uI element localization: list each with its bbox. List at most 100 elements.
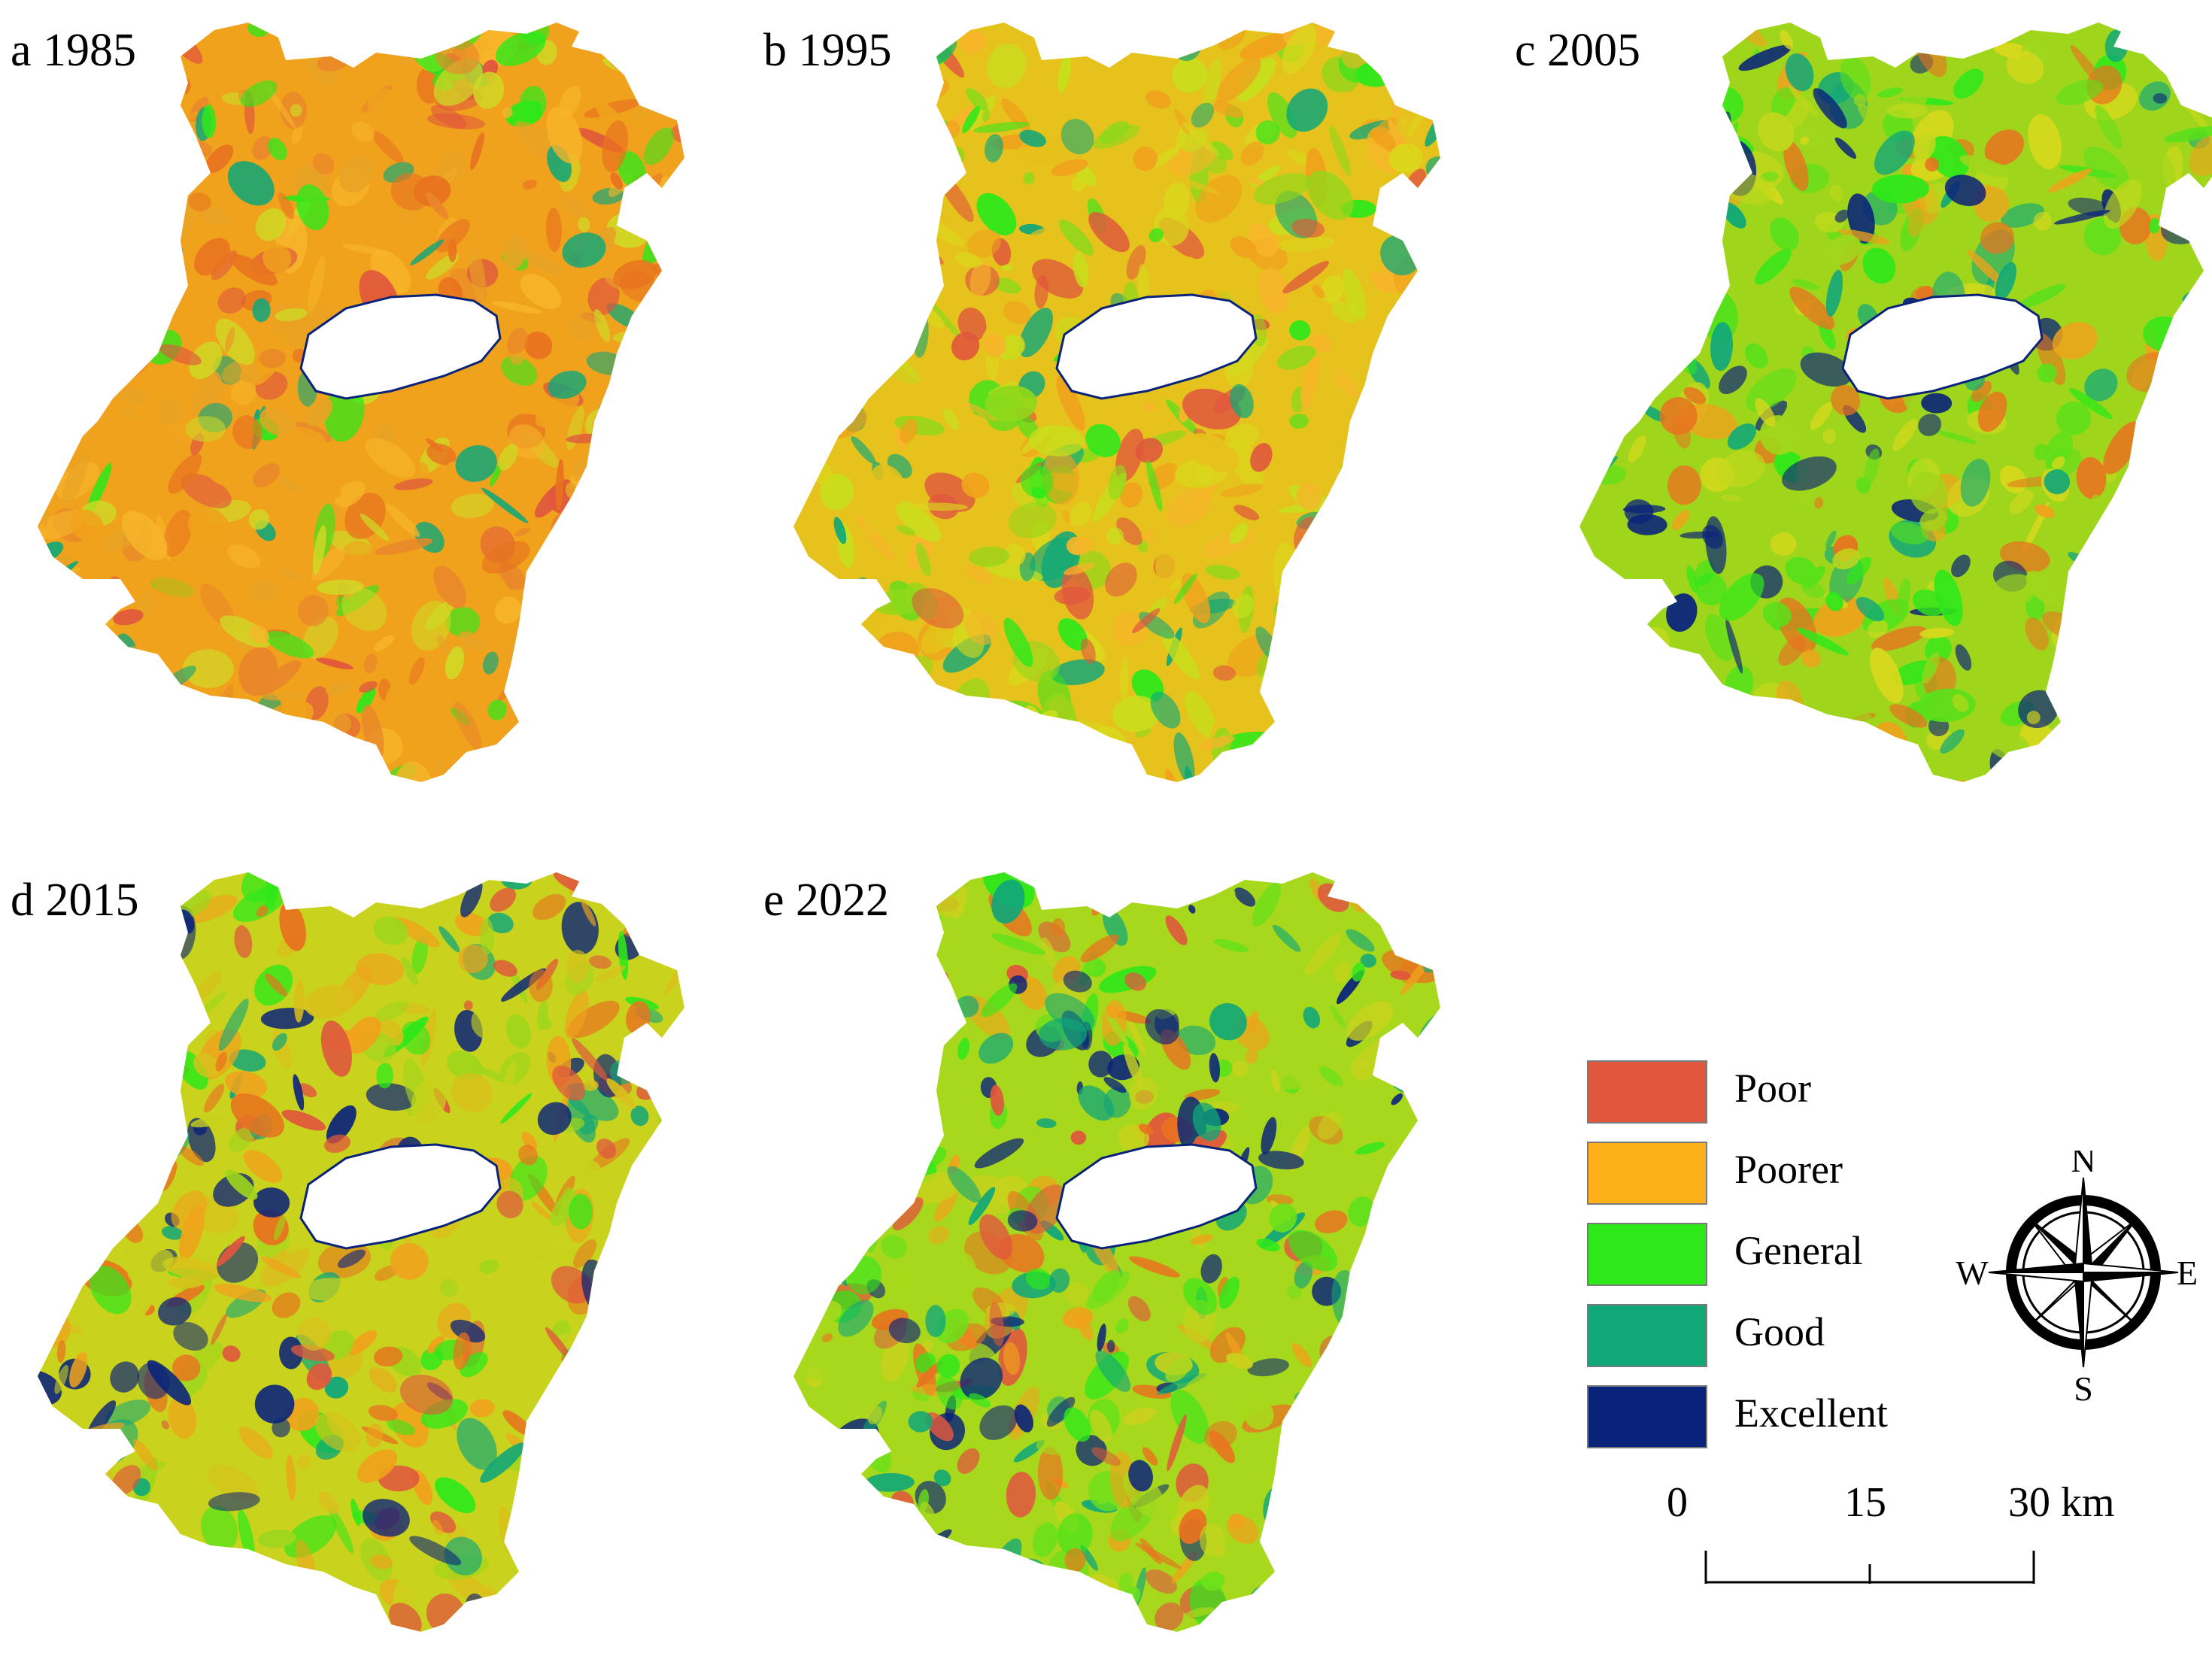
- map-texture-patch: [185, 416, 226, 442]
- map-texture-patch: [393, 478, 433, 490]
- map-texture-patch: [1375, 380, 1386, 410]
- map-texture-patch: [655, 274, 684, 291]
- map-texture-patch: [493, 743, 526, 782]
- map-texture-patch: [120, 879, 176, 914]
- map-texture-patch: [1058, 220, 1094, 256]
- map-texture-patch: [641, 1528, 669, 1542]
- map-texture-patch: [1291, 1343, 1312, 1368]
- map-texture-patch: [1145, 1569, 1177, 1594]
- map-texture-patch: [1579, 355, 1595, 384]
- map-texture-patch: [195, 972, 222, 1000]
- map-texture-patch: [1070, 502, 1092, 527]
- map-texture-patch: [374, 1265, 399, 1281]
- map-texture-patch: [38, 23, 56, 37]
- map-texture-patch: [1234, 887, 1256, 907]
- map-texture-patch: [1582, 224, 1622, 262]
- map-texture-patch: [94, 1537, 117, 1589]
- map-texture-patch: [1304, 1542, 1349, 1591]
- map-texture-patch: [964, 564, 992, 585]
- map-texture-patch: [98, 1126, 112, 1184]
- map-texture-patch: [1403, 499, 1434, 531]
- map-texture-patch: [135, 35, 162, 56]
- map-texture-patch: [259, 348, 286, 368]
- map-texture-patch: [1959, 155, 2013, 178]
- map-texture-patch: [411, 1078, 447, 1125]
- map-texture-patch: [1007, 1210, 1038, 1232]
- map-texture-patch: [1209, 1002, 1247, 1041]
- map-texture-patch: [1705, 516, 1727, 575]
- map-texture-patch: [1667, 465, 1701, 505]
- map-texture-patch: [501, 761, 529, 778]
- map-texture-patch: [670, 1587, 684, 1617]
- map-texture-patch: [964, 611, 997, 645]
- map-texture-patch: [623, 1596, 658, 1631]
- map-texture-patch: [869, 464, 906, 508]
- map-texture-patch: [181, 473, 232, 508]
- map-texture-patch: [1426, 1542, 1440, 1566]
- map-texture-patch: [1409, 339, 1434, 368]
- map-texture-patch: [1346, 1001, 1394, 1041]
- map-texture-patch: [1203, 58, 1221, 114]
- map-texture-patch: [1356, 772, 1404, 782]
- map-texture-patch: [623, 1446, 658, 1475]
- lake-d: [299, 1143, 502, 1250]
- map-texture-patch: [2053, 210, 2110, 225]
- map-texture-patch: [793, 1333, 803, 1357]
- map-texture-patch: [84, 1165, 120, 1181]
- map-image-b: [793, 23, 1440, 782]
- map-texture-patch: [793, 1578, 827, 1612]
- map-texture-patch: [1020, 195, 1039, 215]
- map-texture-patch: [297, 1317, 332, 1351]
- map-texture-patch: [495, 31, 546, 66]
- map-texture-patch: [531, 1202, 552, 1220]
- map-texture-patch: [546, 107, 583, 164]
- map-texture-patch: [803, 729, 848, 770]
- map-texture-patch: [256, 660, 302, 696]
- map-texture-patch: [239, 370, 262, 383]
- map-texture-patch: [623, 1524, 638, 1571]
- map-texture-patch: [951, 332, 980, 361]
- map-texture-patch: [1318, 1066, 1343, 1087]
- map-texture-patch: [1579, 644, 1602, 675]
- scale-bar: 0 15 30 km: [1667, 1481, 2115, 1609]
- map-texture-patch: [45, 1553, 92, 1586]
- map-texture-patch: [1348, 1196, 1375, 1227]
- map-texture-patch: [1298, 629, 1355, 667]
- map-texture-patch: [1267, 92, 1297, 138]
- map-texture-patch: [65, 653, 93, 693]
- map-texture-patch: [1291, 1609, 1317, 1632]
- map-texture-patch: [846, 917, 866, 940]
- map-texture-patch: [1940, 729, 1965, 754]
- map-texture-patch: [1220, 484, 1264, 498]
- map-texture-patch: [948, 1587, 970, 1604]
- map-texture-patch: [1862, 247, 1896, 284]
- map-texture-patch: [252, 298, 271, 323]
- map-texture-patch: [38, 226, 46, 234]
- map-texture-patch: [1255, 120, 1280, 144]
- map-texture-patch: [1605, 300, 1655, 326]
- map-texture-patch: [500, 1093, 533, 1124]
- map-texture-patch: [964, 588, 996, 620]
- map-texture-patch: [411, 936, 428, 975]
- map-texture-patch: [571, 1038, 608, 1081]
- map-texture-patch: [38, 1369, 62, 1406]
- map-texture-patch: [106, 1609, 126, 1632]
- map-texture-patch: [677, 1548, 684, 1576]
- map-texture-patch: [599, 697, 627, 723]
- map-texture-patch: [1582, 435, 1601, 450]
- map-texture-patch: [1014, 1404, 1033, 1433]
- map-texture-patch: [2156, 489, 2191, 523]
- map-texture-patch: [643, 568, 666, 605]
- map-texture-patch: [647, 290, 662, 315]
- map-texture-patch: [1275, 1575, 1300, 1598]
- map-texture-patch: [1388, 1600, 1440, 1632]
- map-texture-patch: [1145, 90, 1172, 109]
- map-texture-patch: [1615, 23, 1648, 59]
- map-texture-patch: [649, 1327, 668, 1353]
- map-texture-patch: [1395, 28, 1428, 56]
- map-texture-patch: [1388, 1562, 1425, 1598]
- map-texture-patch: [1067, 536, 1087, 555]
- map-texture-patch: [202, 1564, 231, 1585]
- map-texture-patch: [1916, 286, 1934, 300]
- map-texture-patch: [2153, 92, 2168, 104]
